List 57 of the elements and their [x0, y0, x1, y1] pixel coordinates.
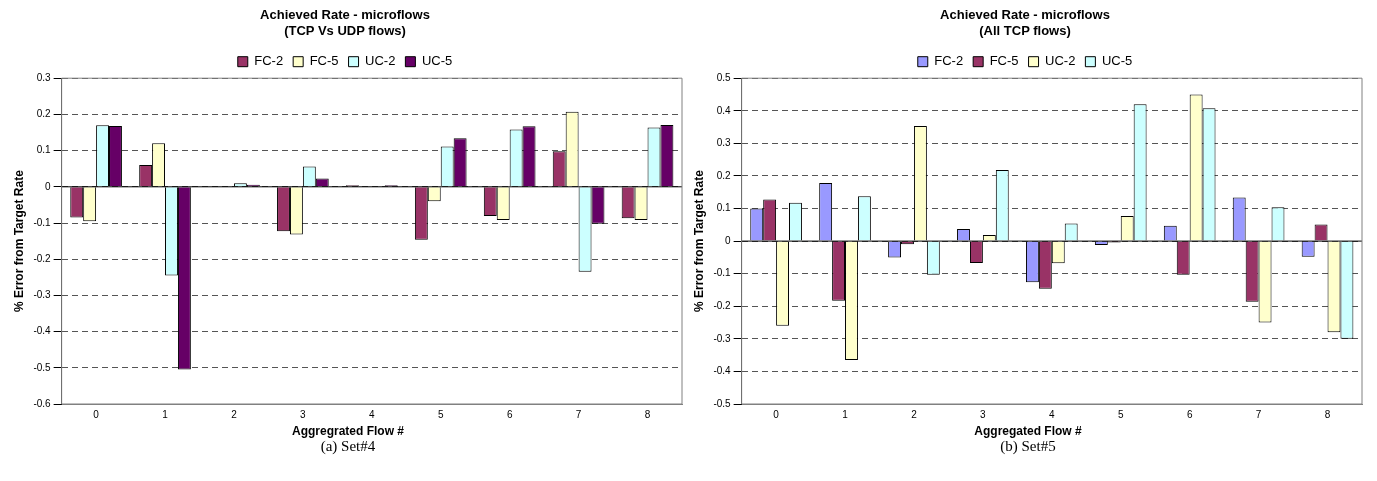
x-tick-label: 8: [1324, 408, 1331, 420]
y-tick-label: -0.1: [713, 267, 732, 279]
y-tick-label: -0.1: [33, 216, 52, 228]
legend-label: FC-5: [309, 53, 339, 69]
y-tick-label: -0.3: [33, 289, 52, 301]
y-tick-label: 0.1: [36, 144, 52, 156]
y-axis-title: % Error from Target Rate: [11, 169, 26, 313]
text: Achieved Rate - microflows: [940, 7, 1110, 23]
text: (All TCP flows): [979, 22, 1071, 38]
x-axis-title: Aggregrated Flow #: [291, 424, 405, 438]
x-tick-label: 6: [1186, 408, 1193, 420]
legend-label: UC-2: [365, 53, 396, 69]
legend-label: FC-5: [989, 53, 1019, 69]
y-tick-label: 0: [45, 180, 52, 192]
y-tick-label: -0.5: [33, 361, 52, 373]
x-tick-label: 3: [980, 408, 987, 420]
text: (TCP Vs UDP flows): [284, 22, 406, 38]
y-tick-label: -0.2: [713, 300, 732, 312]
x-tick-label: 1: [842, 408, 849, 420]
x-tick-label: 6: [506, 408, 513, 420]
x-tick-label: 4: [1049, 408, 1056, 420]
y-axis-title: % Error from Target Rate: [691, 169, 706, 313]
x-tick-label: 1: [162, 408, 169, 420]
text: (a) Set#4: [319, 438, 377, 455]
x-tick-label: 2: [231, 408, 238, 420]
y-tick-label: -0.6: [33, 397, 52, 409]
y-tick-label: 0.4: [716, 104, 732, 116]
x-axis-title: Aggregated Flow #: [973, 424, 1083, 438]
x-tick-label: 2: [911, 408, 918, 420]
legend-label: UC-5: [421, 53, 453, 69]
x-tick-label: 5: [1117, 408, 1124, 420]
legend-label: UC-5: [1101, 53, 1133, 69]
y-tick-label: 0.5: [716, 71, 732, 83]
y-tick-label: -0.3: [713, 332, 732, 344]
x-tick-label: 3: [300, 408, 307, 420]
x-tick-label: 5: [437, 408, 444, 420]
y-tick-label: 0.1: [716, 202, 732, 214]
text: Achieved Rate - microflows: [260, 7, 430, 23]
y-tick-label: 0.2: [716, 169, 732, 181]
y-tick-label: 0.3: [36, 71, 52, 83]
y-tick-label: -0.4: [713, 365, 732, 377]
legend-label: FC-2: [254, 53, 284, 69]
y-tick-label: -0.2: [33, 252, 52, 264]
x-tick-label: 8: [644, 408, 651, 420]
x-tick-label: 0: [773, 408, 780, 420]
x-tick-label: 4: [369, 408, 376, 420]
y-tick-label: -0.4: [33, 325, 52, 337]
y-tick-label: 0.3: [716, 137, 732, 149]
x-tick-label: 7: [1255, 408, 1262, 420]
x-tick-label: 0: [93, 408, 100, 420]
y-tick-label: 0.2: [36, 108, 52, 120]
legend-label: UC-2: [1045, 53, 1076, 69]
y-tick-label: 0: [725, 234, 732, 246]
legend-label: FC-2: [934, 53, 964, 69]
y-tick-label: -0.5: [713, 397, 732, 409]
x-tick-label: 7: [575, 408, 582, 420]
text: (b) Set#5: [999, 438, 1057, 455]
